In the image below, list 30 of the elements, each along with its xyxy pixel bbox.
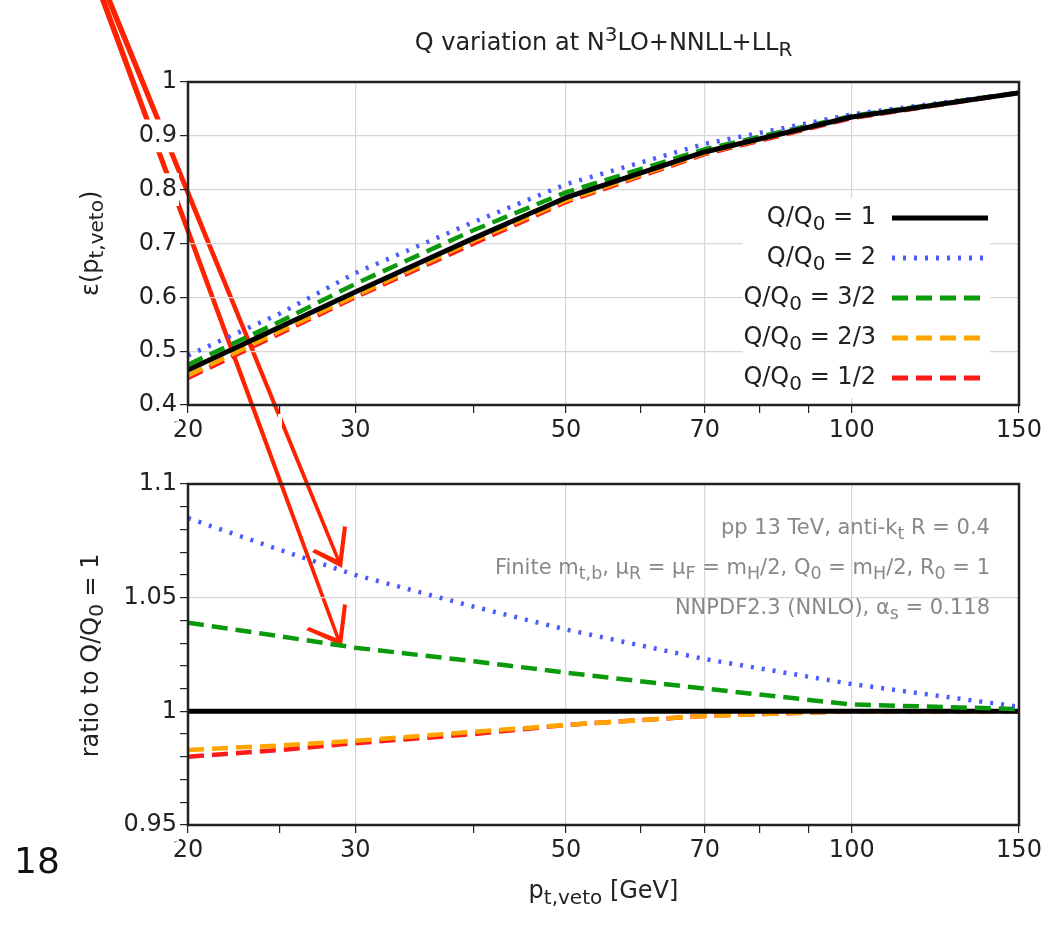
legend-label: Q/Q$_{0}$ = 2/3 (743, 321, 876, 355)
y-tick-label: 1 (161, 66, 177, 95)
y-tick-label: 0.7 (138, 227, 177, 256)
x-tick-label: 150 (996, 834, 1042, 863)
x-tick-label: 70 (689, 834, 720, 863)
y-tick-label: 1 (161, 695, 177, 724)
chart-title: Q variation at N$^{3}$LO+NNLL+LL$_{R}$ (413, 22, 794, 61)
text: Finite m$_{t,b}$, μ$_{R}$ = μ$_{F}$ = m$_{H}$/2, Q$_{0}$ = m$_{H}$/2, R$_{0}$ = 1 (494, 555, 990, 584)
y-tick-label: 0.6 (138, 281, 177, 310)
legend-label: Q/Q$_{0}$ = 3/2 (743, 281, 876, 315)
text: 18 (14, 840, 60, 881)
x-tick-label: 30 (339, 414, 371, 443)
y-tick-label: 0.8 (138, 173, 177, 202)
annotation: NNPDF2.3 (NNLO), α$_{s}$ = 0.118 (673, 594, 990, 626)
legend-label: Q/Q$_{0}$ = 1 (766, 201, 876, 235)
x-tick-label: 100 (828, 834, 875, 863)
x-tick-label: 50 (550, 834, 582, 863)
y-tick-label: 1.1 (138, 468, 177, 497)
y-tick-label: 0.9 (138, 120, 177, 149)
y-tick-label: 0.5 (138, 335, 177, 364)
x-tick-label: 30 (339, 834, 371, 863)
x-tick-label: 100 (828, 414, 875, 443)
x-tick-label: 50 (550, 414, 582, 443)
legend-label: Q/Q$_{0}$ = 2 (766, 241, 876, 275)
x-tick-label: 70 (689, 414, 720, 443)
x-axis-title: p$_{t,veto}$ [GeV] (527, 876, 680, 909)
x-tick-label: 150 (996, 414, 1042, 443)
legend-label: Q/Q$_{0}$ = 1/2 (743, 361, 876, 395)
annotation: pp 13 TeV, anti-k$_{t}$ R = 0.4 (719, 514, 990, 546)
y-tick-label: 1.05 (123, 581, 177, 610)
